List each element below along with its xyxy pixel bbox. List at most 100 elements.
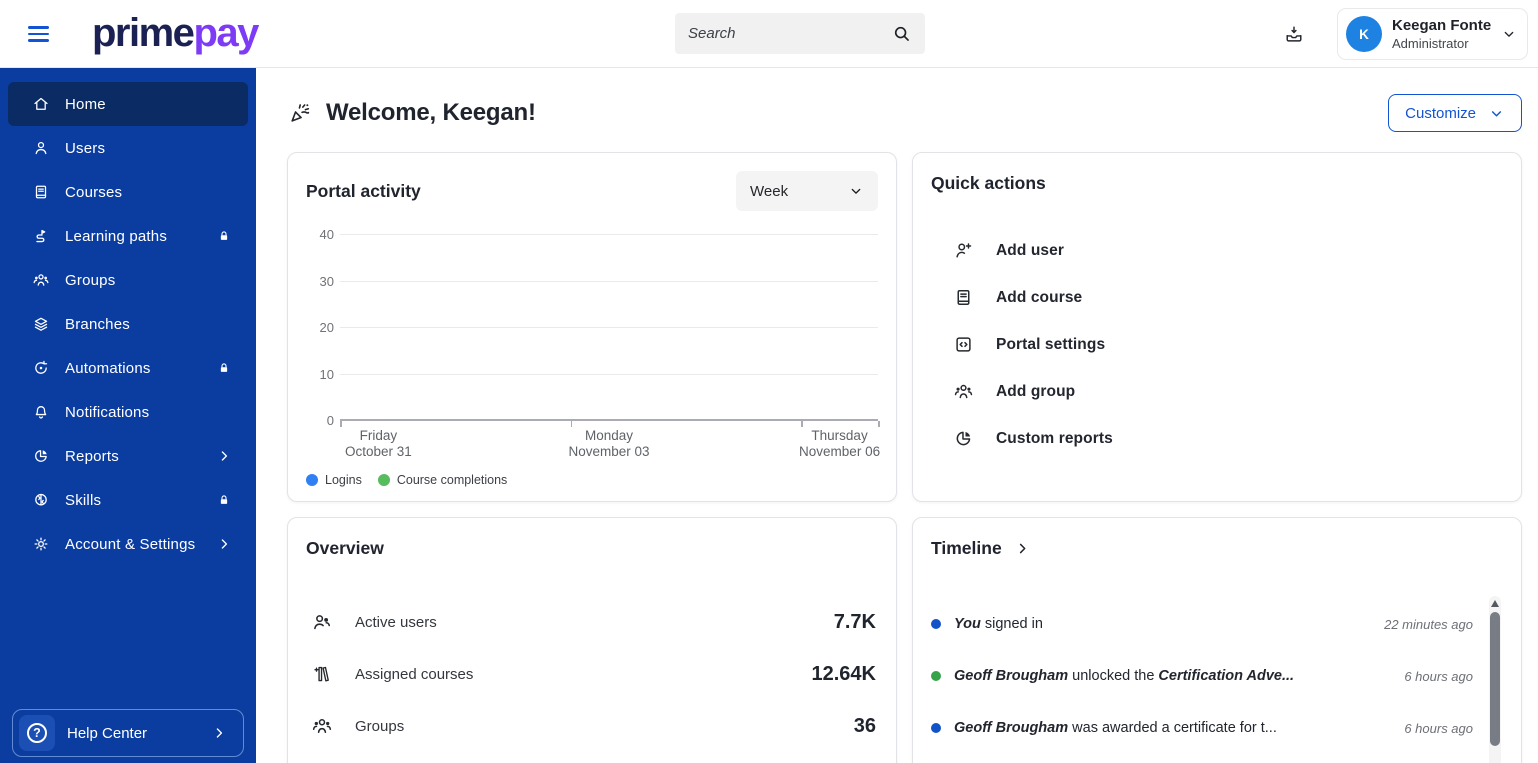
page-title: Welcome, Keegan! [326, 99, 536, 126]
help-icon: ? [19, 715, 55, 751]
x-axis-tick [570, 421, 573, 427]
hamburger-menu-button[interactable] [28, 23, 50, 45]
range-selector-dropdown[interactable]: Week [736, 171, 878, 211]
chevron-down-icon [848, 183, 864, 199]
book-icon [32, 183, 50, 201]
avatar: K [1346, 16, 1382, 52]
timeline-dot-green [931, 671, 941, 681]
sidebar-item-learning-paths[interactable]: Learning paths [8, 214, 248, 258]
quick-action-label: Custom reports [996, 429, 1113, 447]
timeline-timestamp: 6 hours ago [1404, 668, 1473, 684]
quick-actions-title: Quick actions [931, 172, 1046, 193]
sidebar-item-label: Groups [65, 271, 116, 289]
quick-action-add-group[interactable]: Add group [931, 368, 1503, 415]
help-center-button[interactable]: ? Help Center [12, 709, 244, 757]
x-axis-line [340, 419, 878, 421]
logo-prime-text: prime [92, 11, 195, 55]
sidebar-item-label: Notifications [65, 403, 150, 421]
sidebar-item-label: Home [65, 95, 106, 113]
sidebar-item-groups[interactable]: Groups [8, 258, 248, 302]
quick-action-label: Add user [996, 241, 1064, 259]
overview-label: Groups [355, 717, 405, 735]
gridline [340, 373, 878, 375]
legend-item-course-completions[interactable]: Course completions [377, 473, 507, 487]
portal-activity-card: Portal activity Week 0 10 20 30 40 Friday Oct… [287, 152, 897, 502]
chart-legend: Logins Course completions [306, 473, 878, 487]
sidebar-item-users[interactable]: Users [8, 126, 248, 170]
quick-action-label: Portal settings [996, 335, 1106, 353]
quick-action-add-user[interactable]: Add user [931, 227, 1503, 274]
sidebar-item-notifications[interactable]: Notifications [8, 390, 248, 434]
x-axis-tick [801, 421, 803, 427]
user-menu[interactable]: K Keegan Fonte Administrator [1337, 8, 1528, 60]
sidebar-item-label: Courses [65, 183, 123, 201]
quick-action-add-course[interactable]: Add course [931, 274, 1503, 321]
timeline-list: You signed in 22 minutes ago Geoff Brougha… [931, 598, 1503, 754]
customize-button[interactable]: Customize [1388, 94, 1522, 132]
sidebar: Home Users Courses Learning paths Groups Bran… [0, 68, 256, 763]
timeline-item-text: Geoff Brougham was awarded a certificate… [954, 720, 1391, 736]
primepay-logo[interactable]: primepay [92, 9, 259, 57]
chevron-down-icon [1488, 105, 1505, 122]
sidebar-item-courses[interactable]: Courses [8, 170, 248, 214]
chevron-right-icon [211, 725, 227, 741]
timeline-item: Geoff Brougham unlocked the Certificatio… [931, 650, 1473, 702]
range-selector-value: Week [750, 182, 789, 200]
gear-icon [32, 535, 50, 553]
sidebar-item-automations[interactable]: Automations [8, 346, 248, 390]
search-icon[interactable] [891, 23, 912, 44]
timeline-card: Timeline You signed in 22 minutes ago Geof… [912, 517, 1522, 763]
x-tick-label: Monday November 03 [568, 428, 650, 459]
timeline-emphasis: Geoff Brougham [954, 668, 1069, 684]
y-tick-label: 20 [319, 320, 334, 335]
sidebar-item-account-settings[interactable]: Account & Settings [8, 522, 248, 566]
sidebar-item-label: Skills [65, 491, 102, 509]
pie-solid-icon [953, 428, 974, 449]
y-tick-label: 0 [326, 413, 334, 428]
sidebar-item-skills[interactable]: Skills [8, 478, 248, 522]
overview-card: Overview Active users 7.7K Assigned course… [287, 517, 897, 763]
sidebar-item-branches[interactable]: Branches [8, 302, 248, 346]
portal-activity-title: Portal activity [306, 180, 421, 201]
timeline-scroll-up-button[interactable] [1489, 599, 1501, 609]
party-popper-icon [287, 100, 313, 126]
legend-item-logins[interactable]: Logins [306, 473, 362, 487]
search-input[interactable] [688, 25, 891, 42]
books-plus-icon [311, 663, 333, 685]
inbox-icon[interactable] [1283, 23, 1305, 45]
legend-label: Logins [325, 473, 362, 487]
pie-icon [32, 447, 50, 465]
sidebar-item-home[interactable]: Home [8, 82, 248, 126]
bell-icon [32, 403, 50, 421]
timeline-scrollbar[interactable] [1489, 596, 1501, 763]
user-role: Administrator [1392, 36, 1469, 51]
user-icon [32, 139, 50, 157]
main-content: Welcome, Keegan! Customize Portal activi… [256, 68, 1538, 763]
timeline-title: Timeline [931, 537, 1002, 558]
sidebar-item-label: Users [65, 139, 106, 157]
customize-label: Customize [1405, 104, 1476, 122]
sidebar-item-label: Account & Settings [65, 535, 196, 553]
group-icon [953, 381, 974, 402]
timeline-timestamp: 6 hours ago [1404, 720, 1473, 736]
logo-pay-text: pay [193, 11, 259, 55]
timeline-text: unlocked the [1068, 668, 1159, 684]
user-meta: Keegan Fonte Administrator [1392, 17, 1491, 51]
dashboard-grid: Portal activity Week 0 10 20 30 40 Friday Oct… [287, 152, 1522, 763]
quick-actions-card: Quick actions Add user Add course Portal s… [912, 152, 1522, 502]
overview-title: Overview [306, 537, 384, 558]
timeline-emphasis: Certification Adve... [1158, 668, 1295, 684]
sidebar-item-reports[interactable]: Reports [8, 434, 248, 478]
sidebar-nav: Home Users Courses Learning paths Groups Bran… [0, 68, 256, 566]
quick-action-portal-settings[interactable]: Portal settings [931, 321, 1503, 368]
timeline-scrollbar-thumb[interactable] [1490, 612, 1500, 746]
quick-action-custom-reports[interactable]: Custom reports [931, 415, 1503, 462]
home-icon [32, 95, 50, 113]
overview-row-active-users: Active users 7.7K [306, 596, 878, 648]
overview-label: Active users [355, 613, 437, 631]
timeline-expand-icon[interactable] [1015, 541, 1030, 556]
lock-icon [216, 492, 232, 508]
book-icon [953, 287, 974, 308]
gridline [340, 234, 878, 235]
